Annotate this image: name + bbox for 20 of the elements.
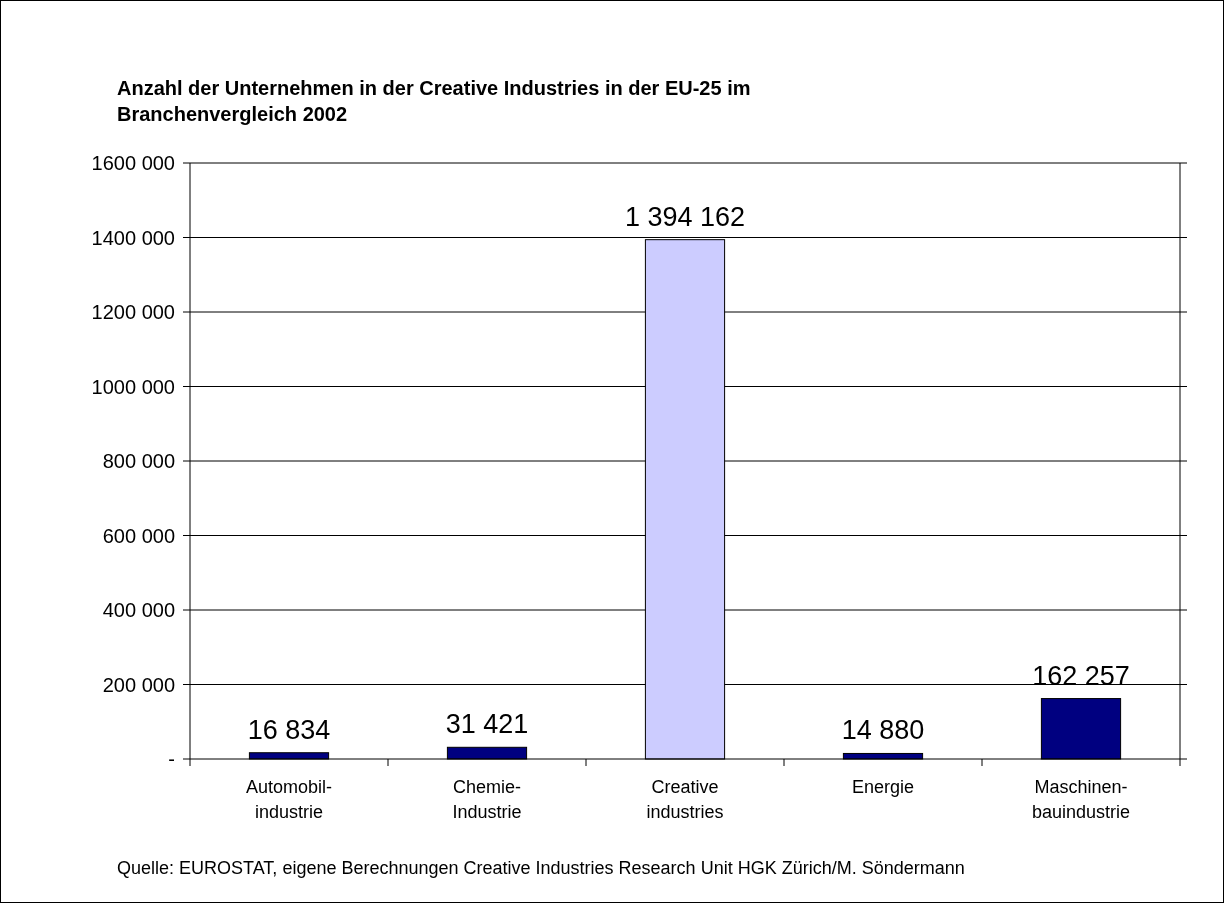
chart-title: Anzahl der Unternehmen in der Creative Industries in der EU-25 im Branchenvergleich 2002 [117, 77, 751, 125]
data-label: 16 834 [247, 714, 331, 745]
data-label: 1 394 162 [624, 201, 746, 232]
y-tick-label: 600 000 [102, 524, 175, 547]
x-tick-label: Energie [851, 777, 915, 797]
x-tick-label: Maschinen- bauindustrie [1031, 777, 1131, 822]
y-tick-label: 1400 000 [91, 226, 175, 249]
data-label: 31 421 [445, 709, 529, 740]
y-tick-label: 1600 000 [91, 152, 175, 174]
y-tick-label: 800 000 [102, 450, 175, 472]
x-tick-label: Automobil- industrie [245, 777, 333, 822]
source-note: Quelle: EUROSTAT, eigene Berechnungen Creative Industries Research Unit HGK Zürich/M. Söndermann [117, 858, 965, 878]
y-tick-label: 200 000 [102, 673, 175, 696]
y-tick-label: 400 000 [102, 599, 175, 621]
y-tick-label: 1000 000 [91, 375, 175, 398]
data-label: 14 880 [841, 715, 925, 746]
x-tick-label: Chemie- Industrie [452, 777, 522, 822]
y-tick-label: - [168, 748, 175, 770]
x-tick-label: Creative industries [646, 777, 724, 822]
y-tick-label: 1200 000 [91, 301, 175, 323]
